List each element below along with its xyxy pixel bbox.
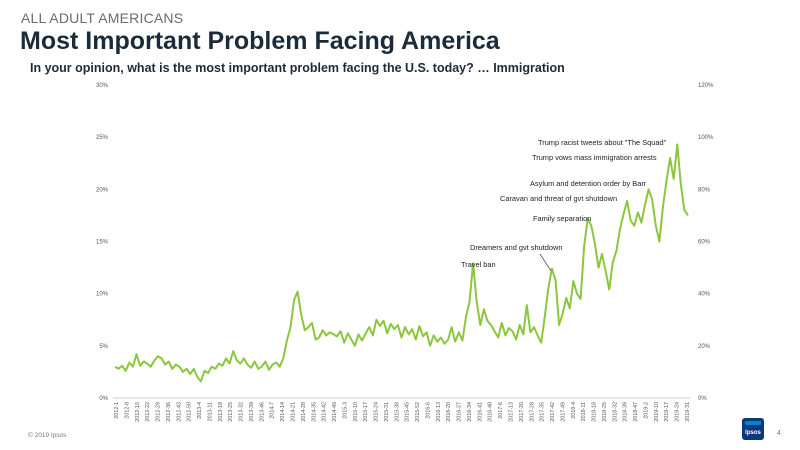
x-tick-label: 2017-35	[540, 402, 546, 422]
annotation-label: Caravan and threat of gvt shutdown	[500, 194, 617, 203]
logo-bar-icon	[745, 421, 761, 425]
y-tick-right-label: 60%	[698, 240, 711, 246]
x-tick-label: 2015-24	[374, 402, 380, 422]
x-tick-label: 2014-28	[301, 402, 307, 422]
y-tick-left-label: 20%	[96, 187, 109, 193]
x-tick-label: 2012-1	[114, 402, 120, 419]
y-tick-left-label: 5%	[99, 344, 108, 350]
x-tick-label: 2017-42	[550, 402, 556, 422]
x-tick-label: 2015-45	[405, 402, 411, 422]
x-tick-label: 2015-31	[384, 402, 390, 422]
y-tick-right-label: 20%	[698, 344, 711, 350]
x-tick-label: 2013-32	[239, 402, 245, 422]
copyright-text: © 2019 Ipsos	[28, 432, 67, 439]
x-tick-label: 2016-6	[425, 402, 431, 419]
y-tick-left-label: 0%	[99, 396, 108, 402]
annotation-leader-line	[539, 253, 552, 271]
x-tick-label: 2013-18	[218, 402, 224, 422]
x-tick-label: 2013-25	[228, 402, 234, 422]
logo-text: Ipsos	[745, 430, 761, 436]
y-tick-right-label: 40%	[698, 292, 711, 298]
y-axis-right: 0% 20% 40% 60% 80% 100% 120%	[698, 83, 714, 402]
y-tick-right-label: 120%	[698, 83, 714, 89]
x-tick-label: 2012-50	[187, 402, 193, 422]
x-tick-label: 2018-18	[592, 402, 598, 422]
x-tick-label: 2016-41	[477, 402, 483, 422]
chart-question: In your opinion, what is the most import…	[30, 61, 565, 75]
x-tick-label: 2016-48	[488, 402, 494, 422]
x-tick-label: 2012-36	[166, 402, 172, 422]
x-tick-label: 2019-10	[654, 402, 660, 422]
y-tick-right-label: 80%	[698, 187, 711, 193]
x-tick-label: 2018-25	[602, 402, 608, 422]
x-tick-label: 2018-11	[581, 402, 587, 421]
kicker-label: ALL ADULT AMERICANS	[21, 10, 184, 26]
x-tick-label: 2018-47	[633, 402, 639, 422]
x-tick-label: 2012-8	[124, 402, 130, 419]
x-tick-label: 2014-35	[311, 402, 317, 422]
x-tick-label: 2016-20	[446, 402, 452, 422]
x-tick-label: 2017-13	[509, 402, 515, 422]
y-tick-right-label: 100%	[698, 135, 714, 141]
x-tick-label: 2016-13	[436, 402, 442, 422]
x-tick-label: 2015-38	[394, 402, 400, 422]
series-line-immigration	[114, 143, 689, 383]
x-tick-label: 2015-52	[415, 402, 421, 422]
annotation-label: Trump racist tweets about "The Squad"	[538, 138, 667, 147]
x-tick-label: 2017-28	[529, 402, 535, 422]
x-tick-label: 2014-49	[332, 402, 338, 422]
x-tick-label: 2015-3	[342, 402, 348, 419]
y-tick-left-label: 10%	[96, 292, 109, 298]
x-tick-label: 2015-10	[353, 402, 359, 422]
x-tick-label: 2019-2	[643, 402, 649, 419]
x-tick-label: 2014-7	[270, 402, 276, 419]
x-axis-ticks: 2012-1 2012-8 2012-15 2012-22 2012-29 2012-36…	[114, 402, 691, 422]
x-tick-label: 2013-4	[197, 402, 203, 419]
page-number: 4	[777, 430, 781, 437]
x-tick-label: 2012-43	[176, 402, 182, 422]
ipsos-logo: Ipsos	[742, 418, 764, 440]
x-tick-label: 2013-11	[207, 402, 213, 421]
x-tick-label: 2019-31	[685, 402, 691, 422]
x-tick-label: 2014-42	[322, 402, 328, 422]
annotation-label: Family separation	[533, 214, 591, 223]
y-tick-right-label: 0%	[698, 396, 707, 402]
x-tick-label: 2015-17	[363, 402, 369, 422]
x-tick-label: 2012-22	[145, 402, 151, 422]
x-tick-label: 2017-6	[498, 402, 504, 419]
event-annotations: Trump racist tweets about "The Squad" Tru…	[461, 138, 667, 271]
annotation-label: Travel ban	[461, 260, 496, 269]
x-tick-label: 2019-24	[675, 402, 681, 422]
annotation-label: Asylum and detention order by Barr	[530, 179, 647, 188]
x-tick-label: 2012-15	[135, 402, 141, 422]
x-tick-label: 2013-46	[259, 402, 265, 422]
page-title: Most Important Problem Facing America	[20, 27, 500, 55]
x-tick-label: 2014-14	[280, 402, 286, 422]
x-tick-label: 2018-32	[612, 402, 618, 422]
x-tick-label: 2016-34	[467, 402, 473, 422]
x-tick-label: 2018-39	[623, 402, 629, 422]
x-tick-label: 2012-29	[156, 402, 162, 422]
annotation-label: Dreamers and gvt shutdown	[470, 243, 562, 252]
y-tick-left-label: 30%	[96, 83, 109, 89]
x-tick-label: 2019-17	[664, 402, 670, 422]
y-tick-left-label: 15%	[96, 240, 109, 246]
x-tick-label: 2017-20	[519, 402, 525, 422]
x-tick-label: 2016-27	[457, 402, 463, 422]
x-tick-label: 2017-49	[560, 402, 566, 422]
x-tick-label: 2014-21	[290, 402, 296, 422]
y-axis-left: 0% 5% 10% 15% 20% 25% 30%	[96, 83, 109, 402]
y-tick-left-label: 25%	[96, 135, 109, 141]
x-tick-label: 2018-4	[571, 402, 577, 419]
x-tick-label: 2013-39	[249, 402, 255, 422]
annotation-label: Trump vows mass immigration arrests	[532, 153, 657, 162]
